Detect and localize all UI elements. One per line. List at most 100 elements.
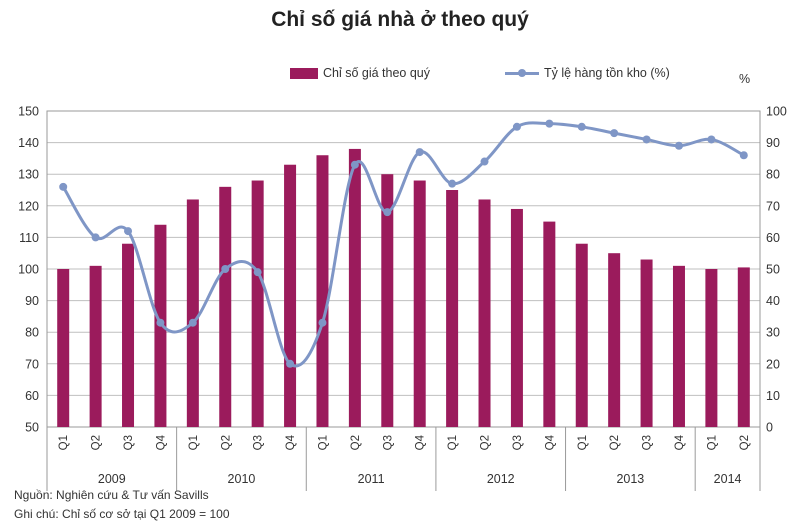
x-tick-label: Q3 — [642, 435, 654, 450]
y-left-tick-label: 90 — [25, 294, 39, 308]
y-right-tick-label: 100 — [766, 105, 787, 119]
y-right-tick-label: 10 — [766, 389, 780, 403]
bar-price-index — [737, 267, 750, 427]
x-tick-label: Q1 — [577, 435, 589, 450]
x-tick-label: Q3 — [123, 435, 135, 450]
x-tick-label: Q4 — [285, 434, 297, 450]
bar-price-index — [575, 243, 588, 427]
x-tick-label: Q2 — [609, 435, 621, 450]
legend-item-price-index: Chỉ số giá theo quý — [290, 66, 430, 80]
x-tick-label: Q1 — [706, 435, 718, 450]
bar-price-index — [705, 269, 718, 427]
legend-item-inventory-rate: Tỷ lệ hàng tồn kho (%) — [505, 66, 670, 80]
x-tick-label: Q3 — [512, 435, 524, 450]
bar-price-index — [478, 199, 491, 427]
y-right-tick-label: 20 — [766, 357, 780, 371]
legend-swatch-bar — [290, 67, 318, 79]
y-left-tick-label: 50 — [25, 421, 39, 435]
bar-price-index — [608, 253, 621, 427]
chart-title: Chỉ số giá nhà ở theo quý — [271, 8, 529, 31]
bar-price-index — [57, 269, 70, 427]
x-tick-label: Q1 — [58, 435, 70, 450]
x-tick-label: Q4 — [544, 434, 556, 450]
y-right-tick-label: 50 — [766, 263, 780, 277]
x-tick-label: Q4 — [155, 434, 167, 450]
x-tick-label: Q1 — [447, 435, 459, 450]
bar-price-index — [510, 208, 523, 427]
bar-price-index — [284, 164, 297, 427]
bar-price-index — [316, 155, 329, 428]
point-inventory-rate — [59, 182, 68, 191]
y-right-tick-label: 80 — [766, 168, 780, 182]
bar-price-index — [348, 148, 361, 428]
bar-price-index — [672, 265, 685, 427]
point-inventory-rate — [707, 135, 716, 144]
point-inventory-rate — [253, 268, 262, 277]
legend-swatch-line — [505, 67, 539, 79]
y-right-tick-label: 0 — [766, 421, 773, 435]
y-right-tick-label: 70 — [766, 199, 780, 213]
point-inventory-rate — [383, 208, 392, 217]
x-tick-label: Q2 — [220, 435, 232, 450]
plot-frame — [46, 110, 761, 428]
point-inventory-rate — [188, 318, 197, 327]
bar-price-index — [186, 199, 199, 427]
y-left-tick-label: 70 — [25, 357, 39, 371]
y-right-tick-label: 30 — [766, 326, 780, 340]
x-tick-label: Q1 — [317, 435, 329, 450]
bar-price-index — [413, 180, 426, 427]
year-label: 2010 — [228, 472, 256, 486]
point-inventory-rate — [512, 122, 521, 131]
bar-price-index — [219, 186, 232, 427]
bar-price-index — [640, 259, 653, 427]
x-tick-label: Q4 — [415, 434, 427, 450]
y-right-tick-label: 90 — [766, 136, 780, 150]
point-inventory-rate — [156, 318, 165, 327]
bar-price-index — [381, 174, 394, 427]
source-note: Nguồn: Nghiên cứu & Tư vấn Savills — [14, 488, 209, 502]
x-tick-label: Q2 — [480, 435, 492, 450]
x-tick-label: Q4 — [674, 434, 686, 450]
point-inventory-rate — [545, 119, 554, 128]
x-tick-label: Q2 — [350, 435, 362, 450]
x-tick-label: Q2 — [739, 435, 751, 450]
right-axis-unit: % — [739, 72, 751, 86]
year-label: 2012 — [487, 472, 515, 486]
point-inventory-rate — [221, 265, 230, 273]
bar-price-index — [251, 180, 264, 427]
y-left-tick-label: 100 — [18, 263, 39, 277]
y-left-tick-label: 110 — [19, 231, 39, 245]
bar-price-index — [122, 243, 135, 427]
point-inventory-rate — [739, 151, 748, 160]
point-inventory-rate — [318, 318, 327, 327]
point-inventory-rate — [124, 227, 133, 236]
y-left-tick-label: 120 — [18, 199, 39, 213]
bar-price-index — [543, 221, 556, 427]
y-left-tick-label: 60 — [25, 389, 39, 403]
y-right-tick-label: 60 — [766, 231, 780, 245]
bar-price-index — [89, 265, 102, 427]
x-tick-label: Q3 — [382, 435, 394, 450]
x-tick-label: Q2 — [91, 435, 103, 450]
year-label: 2011 — [358, 472, 385, 486]
legend: Chỉ số giá theo quý Tỷ lệ hàng tồn kho (… — [0, 66, 800, 86]
point-inventory-rate — [91, 233, 100, 242]
legend-label-inventory-rate: Tỷ lệ hàng tồn kho (%) — [544, 66, 670, 80]
remark-note: Ghi chú: Chỉ số cơ sở tại Q1 2009 = 100 — [14, 507, 230, 521]
point-inventory-rate — [674, 141, 683, 150]
point-inventory-rate — [448, 179, 457, 188]
x-tick-label: Q1 — [188, 435, 200, 450]
point-inventory-rate — [610, 129, 619, 138]
legend-label-price-index: Chỉ số giá theo quý — [323, 66, 431, 80]
point-inventory-rate — [577, 122, 586, 131]
point-inventory-rate — [415, 148, 424, 157]
y-left-tick-label: 80 — [25, 326, 39, 340]
y-left-tick-label: 130 — [18, 168, 39, 182]
y-left-tick-label: 150 — [18, 105, 39, 119]
year-label: 2013 — [616, 472, 644, 486]
point-inventory-rate — [350, 160, 359, 169]
x-tick-label: Q3 — [253, 435, 265, 450]
year-label: 2009 — [98, 472, 126, 486]
point-inventory-rate — [286, 359, 295, 368]
